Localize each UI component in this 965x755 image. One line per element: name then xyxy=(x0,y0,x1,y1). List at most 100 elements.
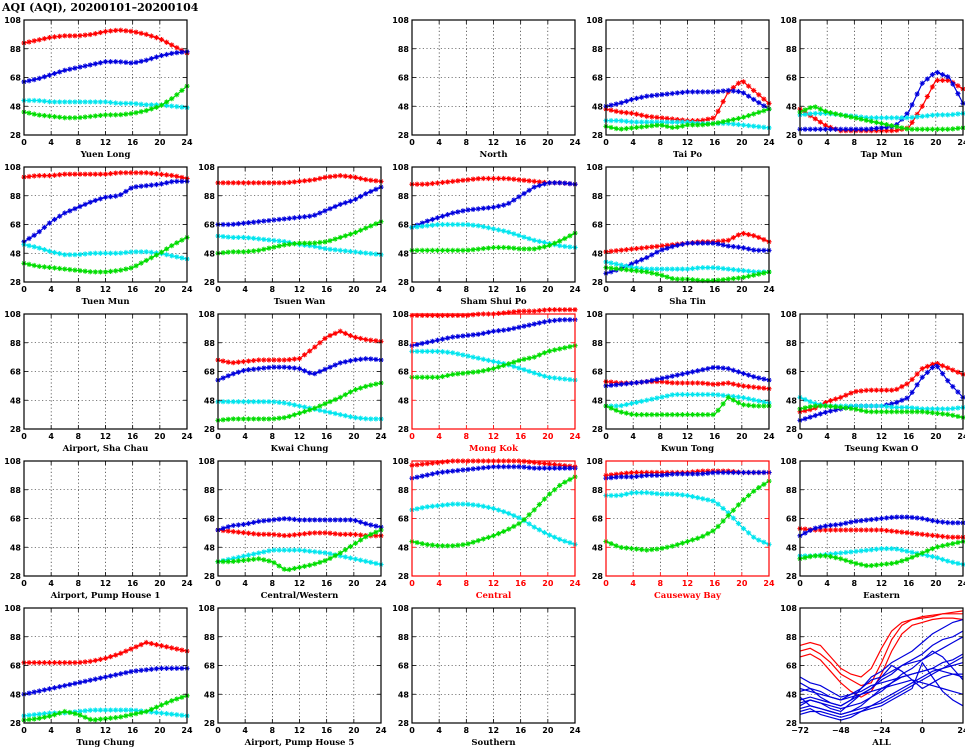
data-point xyxy=(429,216,435,223)
data-point xyxy=(138,260,144,266)
data-point xyxy=(710,412,716,418)
data-point xyxy=(82,201,88,207)
x-tick-label: 12 xyxy=(488,138,499,147)
data-point xyxy=(179,694,185,700)
data-point xyxy=(26,39,32,45)
series-line-blue xyxy=(799,656,964,716)
x-tick-label: 16 xyxy=(321,726,333,735)
data-point xyxy=(41,714,47,720)
data-point xyxy=(710,470,716,476)
x-tick-label: 20 xyxy=(542,285,554,294)
data-point xyxy=(715,381,721,387)
data-point xyxy=(521,367,527,373)
data-point xyxy=(644,119,650,125)
data-point xyxy=(516,521,522,527)
data-point xyxy=(245,520,252,527)
y-tick-label: 108 xyxy=(198,457,215,466)
data-point xyxy=(118,170,124,176)
x-tick-label: 8 xyxy=(464,432,470,441)
data-point xyxy=(751,397,757,403)
data-point xyxy=(506,229,512,235)
x-tick-label: 0 xyxy=(21,579,27,588)
data-point xyxy=(664,379,670,385)
data-point xyxy=(363,534,369,540)
data-point xyxy=(700,277,706,284)
data-point xyxy=(429,348,435,354)
data-point xyxy=(113,268,119,274)
data-point xyxy=(822,126,829,132)
data-point xyxy=(419,181,425,187)
data-point xyxy=(77,712,83,718)
data-point xyxy=(460,501,466,507)
y-tick-label: 28 xyxy=(10,278,22,287)
data-point xyxy=(955,534,961,540)
data-point xyxy=(495,175,502,182)
data-point xyxy=(751,96,757,103)
data-point xyxy=(169,698,175,704)
data-point xyxy=(230,234,236,241)
data-point xyxy=(424,312,430,319)
data-point xyxy=(36,245,42,251)
data-point xyxy=(853,548,859,554)
data-point xyxy=(618,126,624,132)
data-point xyxy=(26,712,32,718)
data-point xyxy=(761,376,767,382)
data-point xyxy=(700,89,706,95)
x-tick-label: 8 xyxy=(464,285,470,294)
data-point xyxy=(51,216,58,223)
x-tick-label: 8 xyxy=(76,432,82,441)
data-point xyxy=(664,274,670,280)
data-point xyxy=(751,384,757,390)
data-point xyxy=(317,340,323,346)
data-point xyxy=(46,660,53,666)
data-point xyxy=(644,472,650,478)
data-point xyxy=(347,555,354,561)
data-point xyxy=(62,683,68,689)
data-point xyxy=(470,312,476,318)
data-point xyxy=(659,472,665,478)
data-point xyxy=(174,92,180,98)
data-point xyxy=(669,491,675,497)
panel-title: Sha Tin xyxy=(669,297,706,307)
data-point xyxy=(266,217,272,224)
data-point xyxy=(608,492,614,499)
data-point xyxy=(36,173,42,179)
data-point xyxy=(751,123,757,129)
data-point xyxy=(720,238,726,244)
data-point xyxy=(904,404,910,411)
x-tick-label: 24 xyxy=(181,138,193,147)
data-point xyxy=(664,266,670,272)
data-point xyxy=(756,398,762,404)
data-point xyxy=(945,74,951,80)
data-point xyxy=(608,265,614,271)
data-point xyxy=(817,119,823,125)
data-point xyxy=(761,469,767,476)
data-point xyxy=(934,126,941,132)
data-point xyxy=(133,29,139,35)
data-point xyxy=(62,115,68,121)
data-point xyxy=(838,394,844,400)
data-point xyxy=(730,393,736,400)
data-point xyxy=(633,546,640,552)
data-point xyxy=(644,266,650,272)
data-point xyxy=(827,403,834,409)
data-point xyxy=(649,123,655,129)
data-point xyxy=(245,416,252,422)
data-point xyxy=(322,517,328,523)
data-point xyxy=(419,340,425,347)
data-point xyxy=(87,707,93,713)
data-point xyxy=(929,361,936,367)
data-point xyxy=(46,248,53,254)
data-point xyxy=(495,203,502,209)
y-tick-label: 48 xyxy=(204,396,216,405)
data-point xyxy=(618,118,624,124)
data-point xyxy=(710,265,716,271)
data-point xyxy=(342,173,348,179)
data-point xyxy=(608,405,614,411)
data-point xyxy=(373,416,379,422)
x-tick-label: 16 xyxy=(127,138,139,147)
data-point xyxy=(740,268,747,274)
